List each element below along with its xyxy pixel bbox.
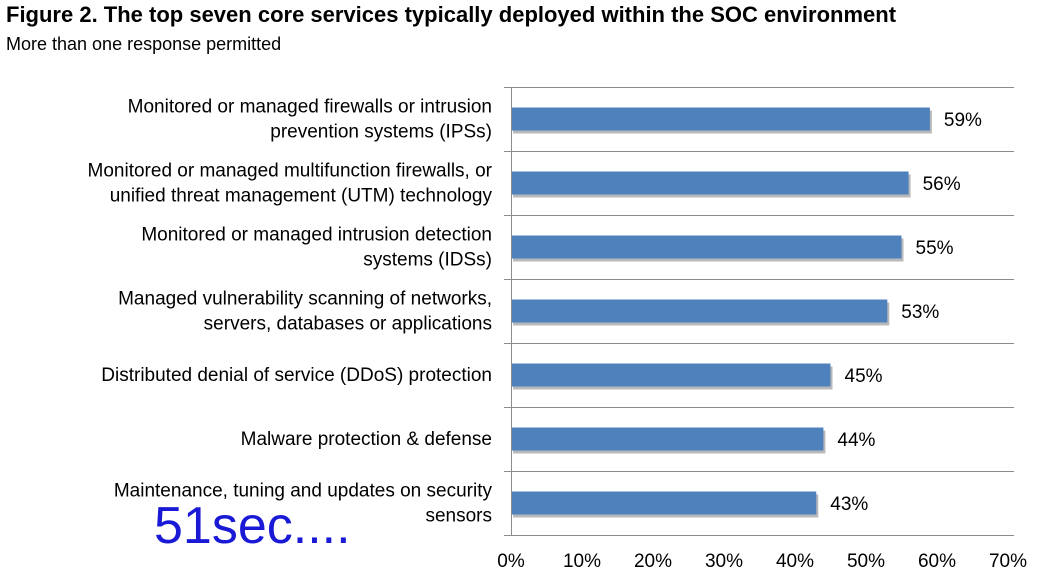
category-label: unified threat management (UTM) technolo… [110,186,493,207]
bar-value-label: 55% [916,238,954,259]
bar [511,427,824,451]
x-tick-label: 50% [847,551,885,572]
x-tick-label: 60% [918,551,956,572]
bar-value-label: 44% [837,430,875,451]
bar [511,363,831,387]
category-label: Distributed denial of service (DDoS) pro… [101,365,492,386]
bar [511,491,817,515]
bar [511,299,888,323]
category-label: Monitored or managed intrusion detection [141,225,492,246]
bar-value-label: 53% [901,302,939,323]
category-label: Managed vulnerability scanning of networ… [118,289,492,310]
x-tick-label: 40% [776,551,814,572]
x-tick-label: 70% [989,551,1027,572]
x-tick-label: 10% [563,551,601,572]
category-label: servers, databases or applications [204,314,492,335]
bar-value-label: 45% [845,366,883,387]
category-label: systems (IDSs) [363,250,492,271]
x-tick-label: 20% [634,551,672,572]
bar-value-label: 59% [944,110,982,131]
category-label: Maintenance, tuning and updates on secur… [114,481,493,502]
category-label: prevention systems (IPSs) [270,122,492,143]
bar-value-label: 43% [830,494,868,515]
chart-title: Figure 2. The top seven core services ty… [6,2,897,27]
bar [511,235,902,259]
x-tick-label: 0% [497,551,525,572]
category-label: sensors [425,506,492,527]
bar-value-label: 56% [923,174,961,195]
bar [511,107,930,131]
watermark-text: 51sec.... [154,497,351,555]
chart-subtitle: More than one response permitted [6,34,282,54]
x-tick-label: 30% [705,551,743,572]
category-label: Monitored or managed firewalls or intrus… [128,97,492,118]
category-label: Monitored or managed multifunction firew… [88,161,493,182]
category-label: Malware protection & defense [241,429,492,450]
bar [511,171,909,195]
